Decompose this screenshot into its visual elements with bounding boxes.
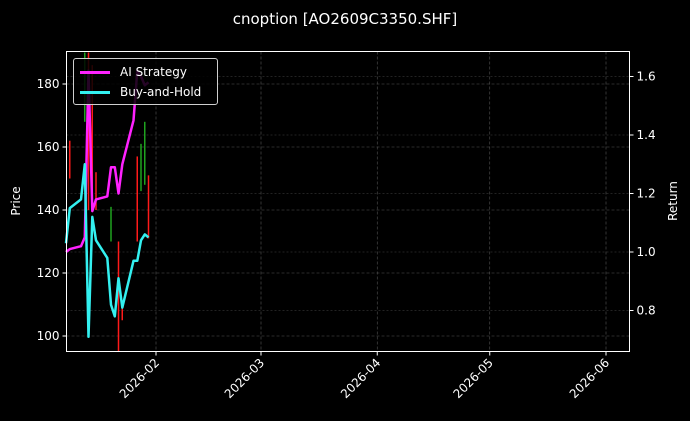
svg-text:100: 100 [37, 329, 60, 343]
svg-text:2026-05: 2026-05 [451, 356, 496, 401]
legend-label: AI Strategy [120, 65, 187, 79]
grid-lines [66, 51, 630, 352]
legend: AI Strategy Buy-and-Hold [73, 58, 218, 105]
legend-item-buy-and-hold: Buy-and-Hold [80, 83, 201, 101]
svg-text:2026-06: 2026-06 [567, 356, 612, 401]
svg-text:140: 140 [37, 203, 60, 217]
svg-text:2026-03: 2026-03 [222, 356, 267, 401]
svg-text:160: 160 [37, 140, 60, 154]
svg-text:1.4: 1.4 [637, 128, 656, 142]
legend-label: Buy-and-Hold [120, 85, 202, 99]
svg-text:2026-02: 2026-02 [117, 356, 162, 401]
right-axis-ticks: 0.8 1.0 1.2 1.4 1.6 [629, 70, 656, 318]
svg-text:1.2: 1.2 [637, 187, 656, 201]
right-axis-label: Return [666, 181, 680, 221]
svg-text:1.0: 1.0 [637, 245, 656, 259]
plot-frame [66, 51, 630, 352]
left-axis-ticks: 100 120 140 160 180 [37, 77, 67, 343]
legend-item-ai-strategy: AI Strategy [80, 63, 187, 81]
svg-text:1.6: 1.6 [637, 70, 656, 84]
x-axis-ticks: 2026-02 2026-03 2026-04 2026-05 2026-06 [117, 351, 612, 401]
svg-text:0.8: 0.8 [637, 304, 656, 318]
legend-swatch-cyan [80, 90, 110, 94]
left-axis-label: Price [9, 186, 23, 215]
chart-title: cnoption [AO2609C3350.SHF] [232, 10, 458, 28]
series-lines [64, 69, 150, 339]
svg-text:180: 180 [37, 77, 60, 91]
svg-text:2026-04: 2026-04 [338, 356, 383, 401]
legend-swatch-magenta [80, 70, 110, 74]
svg-text:120: 120 [37, 266, 60, 280]
